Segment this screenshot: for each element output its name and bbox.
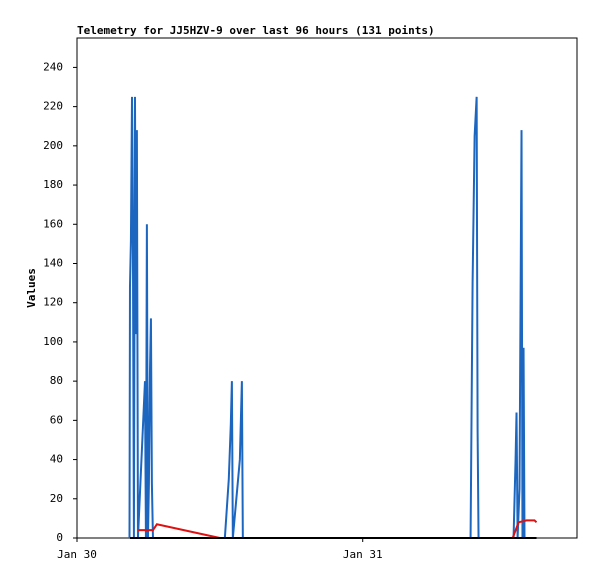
y-tick-label: 220 — [43, 100, 63, 113]
y-tick-label: 180 — [43, 178, 63, 191]
y-tick-label: 140 — [43, 256, 63, 269]
y-tick-label: 240 — [43, 60, 63, 73]
y-tick-label: 0 — [56, 531, 63, 544]
y-tick-label: 20 — [50, 492, 63, 505]
x-tick-label: Jan 31 — [343, 548, 383, 561]
x-tick-label: Jan 30 — [57, 548, 97, 561]
series-line — [137, 519, 538, 539]
y-tick-label: 40 — [50, 453, 63, 466]
series-line — [128, 96, 526, 539]
chart-title: Telemetry for JJ5HZV-9 over last 96 hour… — [77, 24, 435, 37]
y-tick-label: 80 — [50, 374, 63, 387]
y-tick-label: 200 — [43, 139, 63, 152]
y-tick-label: 60 — [50, 413, 63, 426]
y-tick-label: 100 — [43, 335, 63, 348]
y-axis-label: Values — [25, 268, 38, 308]
y-tick-label: 160 — [43, 217, 63, 230]
y-tick-label: 120 — [43, 296, 63, 309]
